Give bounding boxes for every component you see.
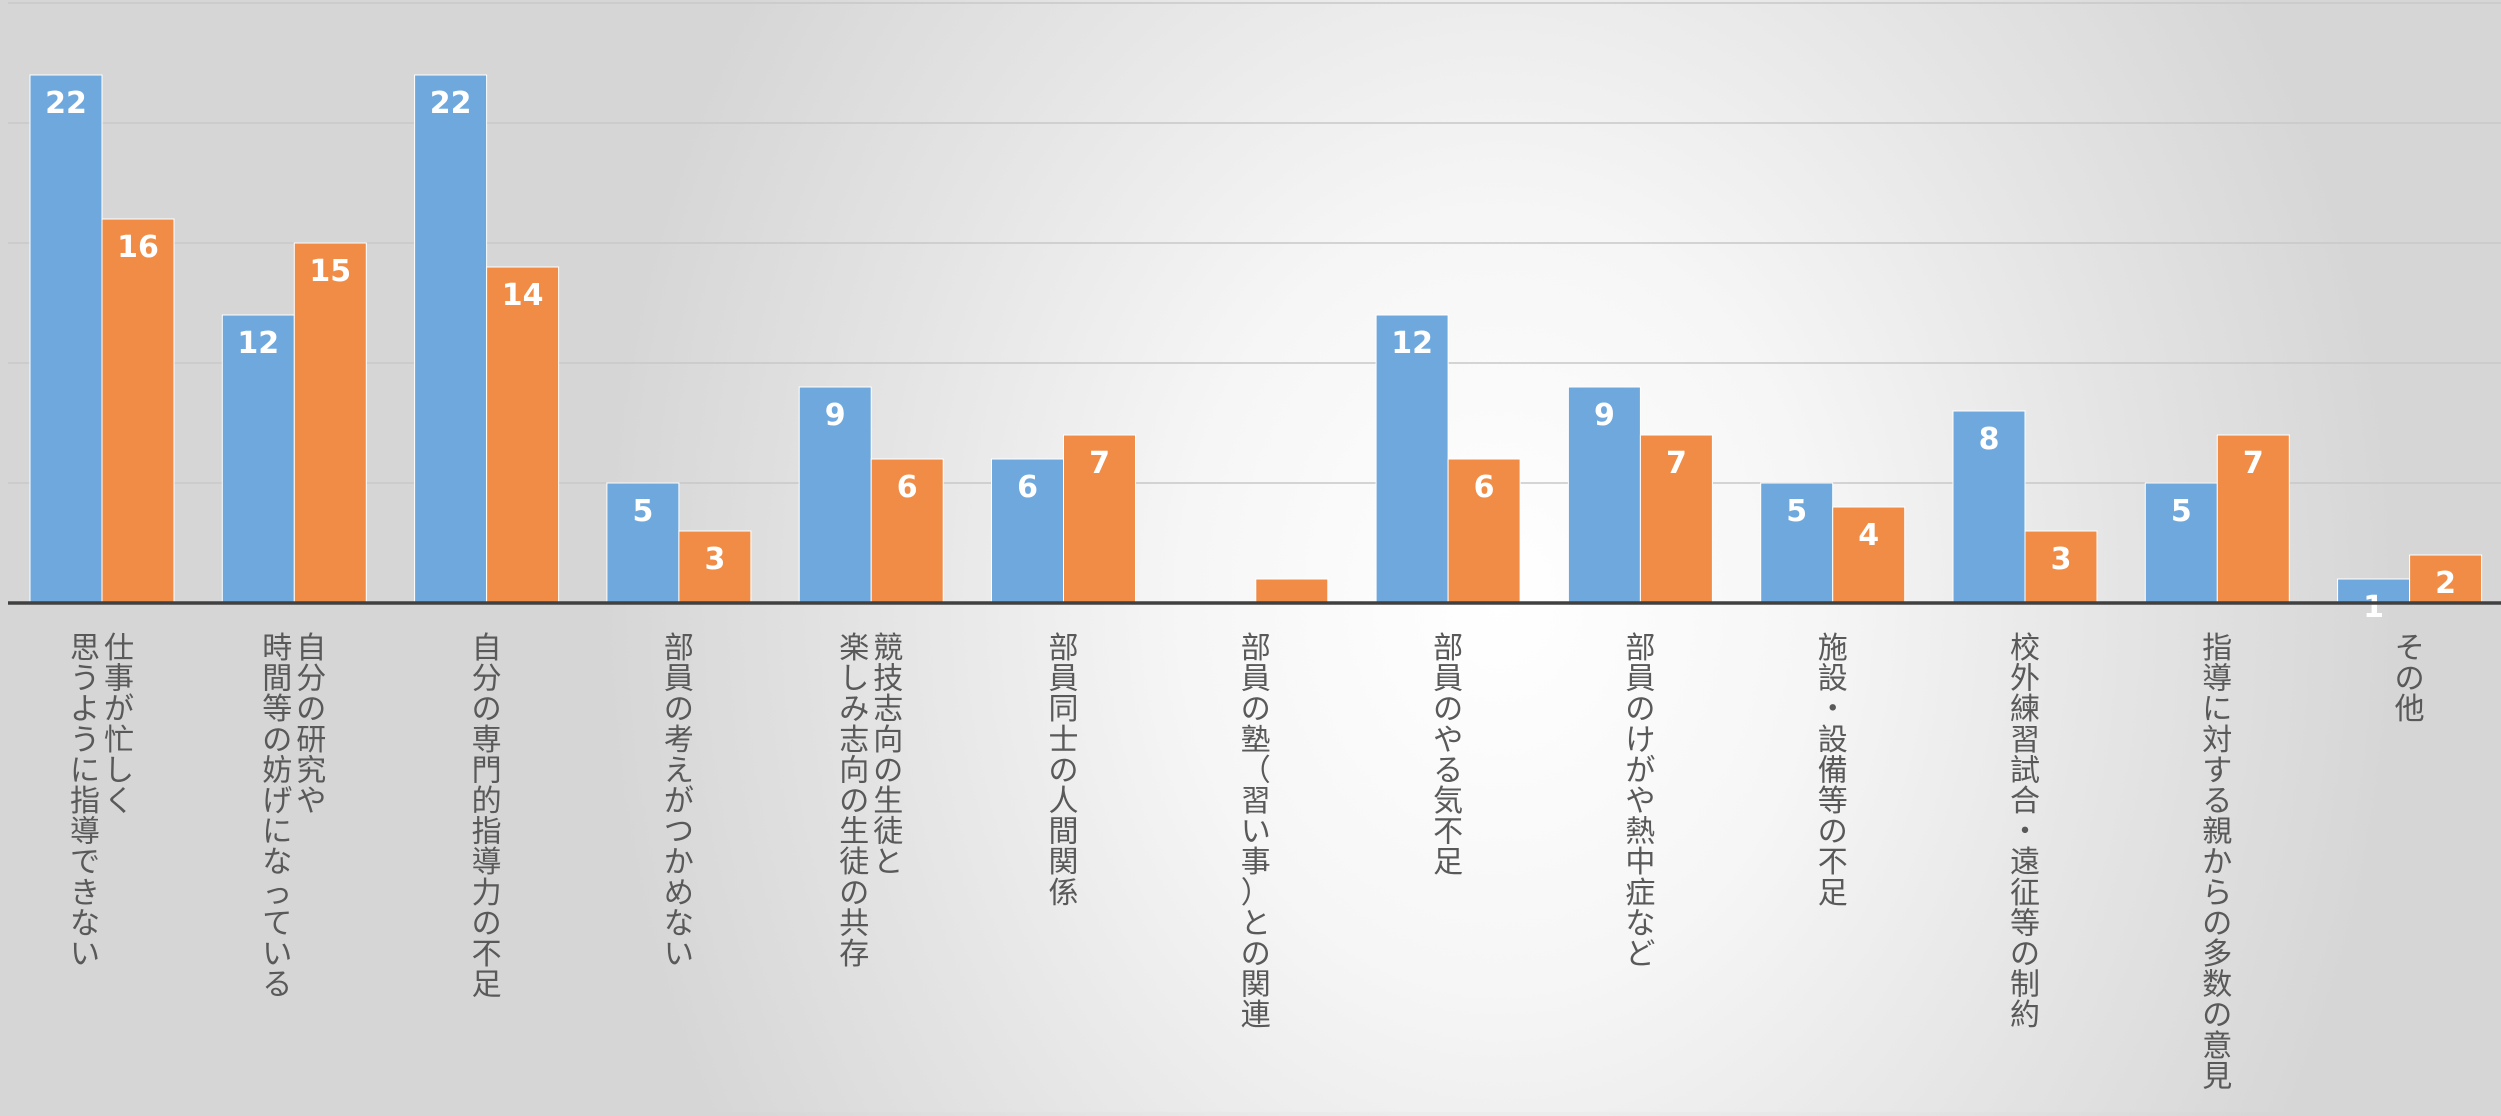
bar-series2-12: [2216, 434, 2290, 604]
category-label-9: 部員のけがや熱中症など: [1625, 631, 1655, 972]
bar-series2-4: [678, 530, 752, 604]
bar-series2-1: [101, 218, 175, 604]
category-label-5-line2: 楽しみ志向の生徒の共存: [839, 631, 869, 972]
bar-series2-7: [1255, 578, 1329, 604]
data-label-series1-4: 5: [632, 494, 653, 529]
data-label-series2-3: 14: [502, 278, 544, 313]
data-label-series1-2: 12: [237, 326, 279, 361]
data-label-series1-9: 9: [1594, 398, 1615, 433]
data-label-series1-13: 1: [2363, 590, 2384, 625]
category-label-13: その他: [2395, 631, 2425, 727]
bar-series2-9: [1639, 434, 1713, 604]
data-label-series2-8: 6: [1474, 470, 1495, 505]
bar-series1-6: [991, 458, 1064, 604]
bar-series2-13: [2409, 554, 2483, 604]
data-label-series1-3: 22: [430, 86, 472, 121]
bar-series2-5: [870, 458, 944, 604]
bar-series1-3: [414, 74, 488, 604]
category-label-10: 施設・設備等の不足: [1818, 631, 1848, 911]
data-label-series2-2: 15: [309, 254, 351, 289]
bar-series1-2: [221, 314, 295, 604]
bar-series2-6: [1063, 434, 1136, 604]
bar-series1-1: [29, 74, 103, 604]
data-label-series2-1: 16: [117, 230, 159, 265]
data-label-series2-9: 7: [1666, 446, 1687, 481]
category-label-3: 自分の専門的指導力の不足: [472, 631, 502, 1003]
bar-series1-12: [2144, 482, 2218, 604]
data-label-series1-10: 5: [1786, 494, 1807, 529]
bar-series1-5: [798, 386, 872, 604]
bar-series1-9: [1567, 386, 1641, 604]
data-label-series2-12: 7: [2243, 446, 2264, 481]
category-label-1-line2: 思うように指導できない: [70, 631, 100, 972]
bar-series2-11: [2024, 530, 2098, 604]
data-label-series2-13: 2: [2435, 566, 2456, 601]
category-label-5-line1: 競技志向の生徒と: [873, 631, 903, 880]
bar-series2-10: [1832, 506, 1906, 604]
category-label-8: 部員のやる気不足: [1433, 631, 1463, 880]
bar-series2-3: [486, 266, 560, 604]
data-label-series2-4: 3: [704, 542, 725, 577]
bar-series2-2: [293, 242, 367, 604]
bar-series1-11: [1952, 410, 2026, 604]
bar-series2-8: [1447, 458, 1521, 604]
category-label-2-line2: 時間等の妨げになっている: [262, 631, 292, 1003]
data-label-series2-5: 6: [897, 470, 918, 505]
data-label-series2-11: 3: [2051, 542, 2072, 577]
data-label-series1-11: 8: [1979, 422, 2000, 457]
data-label-series1-5: 9: [825, 398, 846, 433]
data-label-series2-10: 4: [1858, 518, 1879, 553]
category-label-2-line1: 自分の研究や: [296, 631, 326, 819]
data-label-series1-12: 5: [2171, 494, 2192, 529]
category-label-11: 校外練習試合・遠征等の制約: [2010, 631, 2040, 1033]
bar-series1-13: [2337, 578, 2411, 604]
data-label-series1-1: 22: [45, 86, 87, 121]
data-label-series1-6: 6: [1017, 470, 1038, 505]
category-label-12: 指導に対する親からの多数の意見: [2202, 631, 2232, 1094]
category-label-7: 部員の塾（習い事）との関連: [1241, 631, 1271, 1033]
category-label-6: 部員同士の人間関係: [1049, 631, 1079, 911]
data-label-series2-6: 7: [1089, 446, 1110, 481]
data-label-series1-8: 12: [1391, 326, 1433, 361]
category-label-1-line1: 仕事が忙しく: [104, 631, 134, 819]
category-label-4: 部員の考えがつかめない: [664, 631, 694, 972]
